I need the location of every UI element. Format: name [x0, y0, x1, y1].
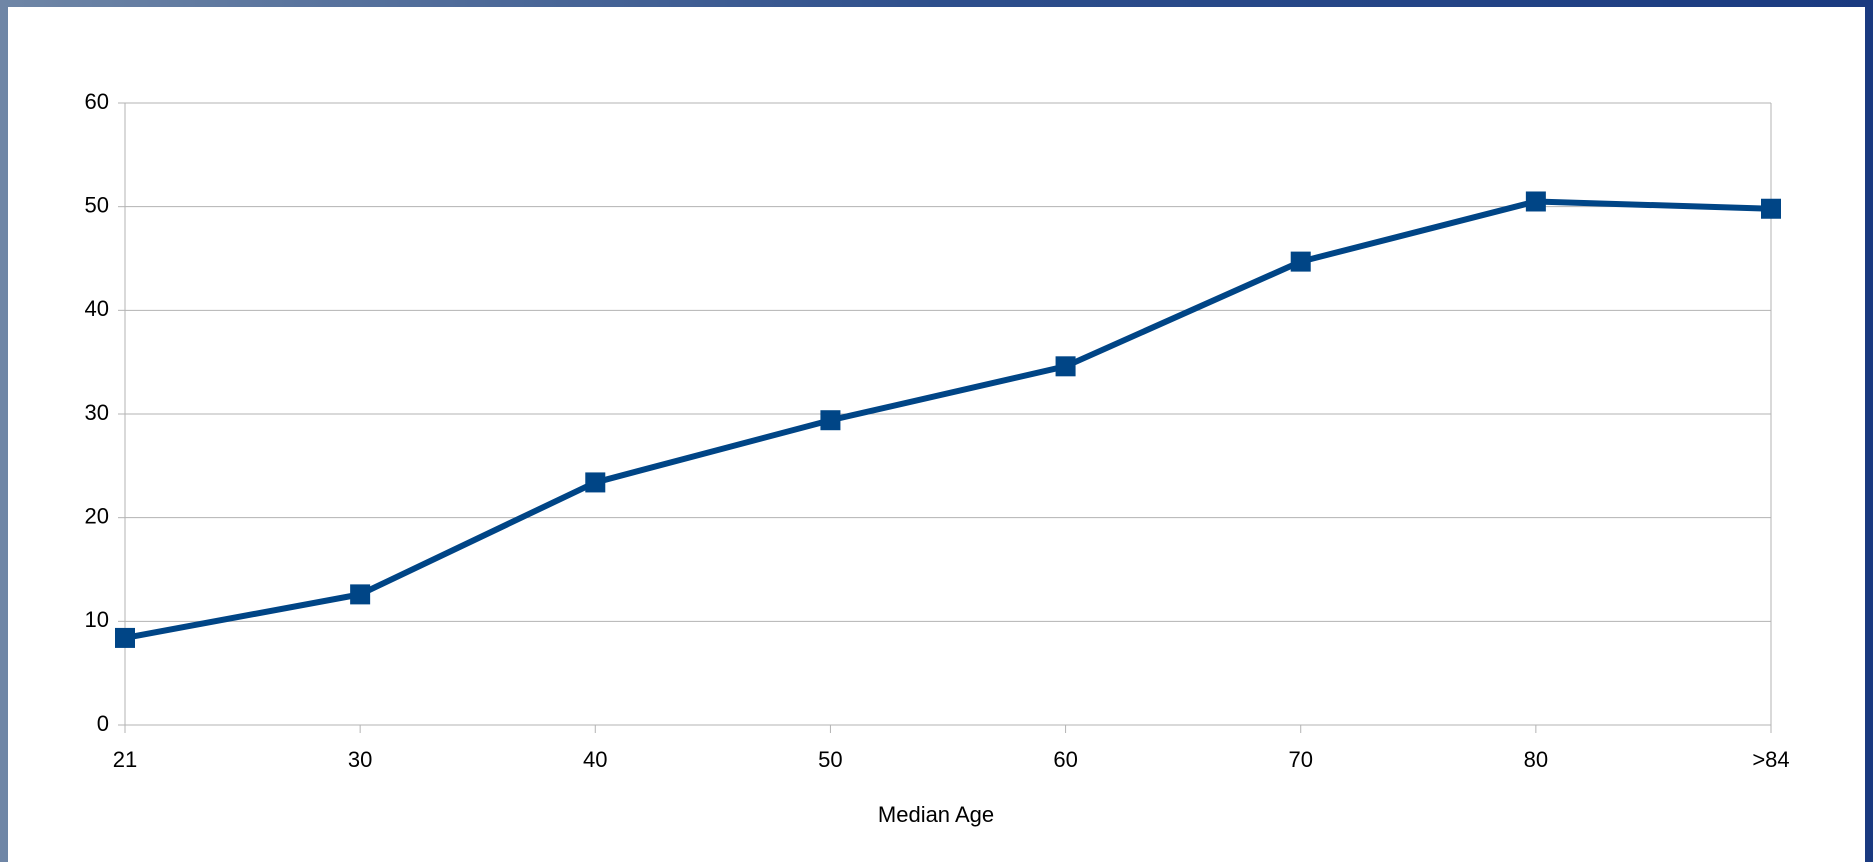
series-line — [124, 198, 1772, 641]
chart-panel — [8, 7, 1865, 862]
data-point — [585, 472, 606, 493]
x-axis-label: Median Age — [878, 802, 994, 827]
data-point — [1525, 191, 1546, 212]
data-point — [820, 410, 841, 431]
y-tick-label: 20 — [85, 503, 109, 528]
x-tick-label: 40 — [583, 747, 607, 772]
x-tick-label: 80 — [1524, 747, 1548, 772]
y-tick-label: 10 — [85, 607, 109, 632]
y-tick-label: 30 — [85, 400, 109, 425]
data-point — [350, 584, 371, 605]
data-point — [115, 627, 135, 648]
x-tick-label: >84 — [1752, 747, 1789, 772]
data-point — [1290, 251, 1311, 272]
y-tick-label: 50 — [85, 192, 109, 217]
x-tick-label: 21 — [113, 747, 137, 772]
data-point — [1055, 356, 1076, 377]
x-tick-label: 70 — [1288, 747, 1312, 772]
y-tick-label: 40 — [85, 296, 109, 321]
data-point — [1761, 198, 1781, 219]
y-tick-label: 60 — [85, 89, 109, 114]
x-tick-label: 30 — [348, 747, 372, 772]
x-tick-label: 50 — [818, 747, 842, 772]
x-tick-label: 60 — [1053, 747, 1077, 772]
y-tick-label: 0 — [97, 711, 109, 736]
